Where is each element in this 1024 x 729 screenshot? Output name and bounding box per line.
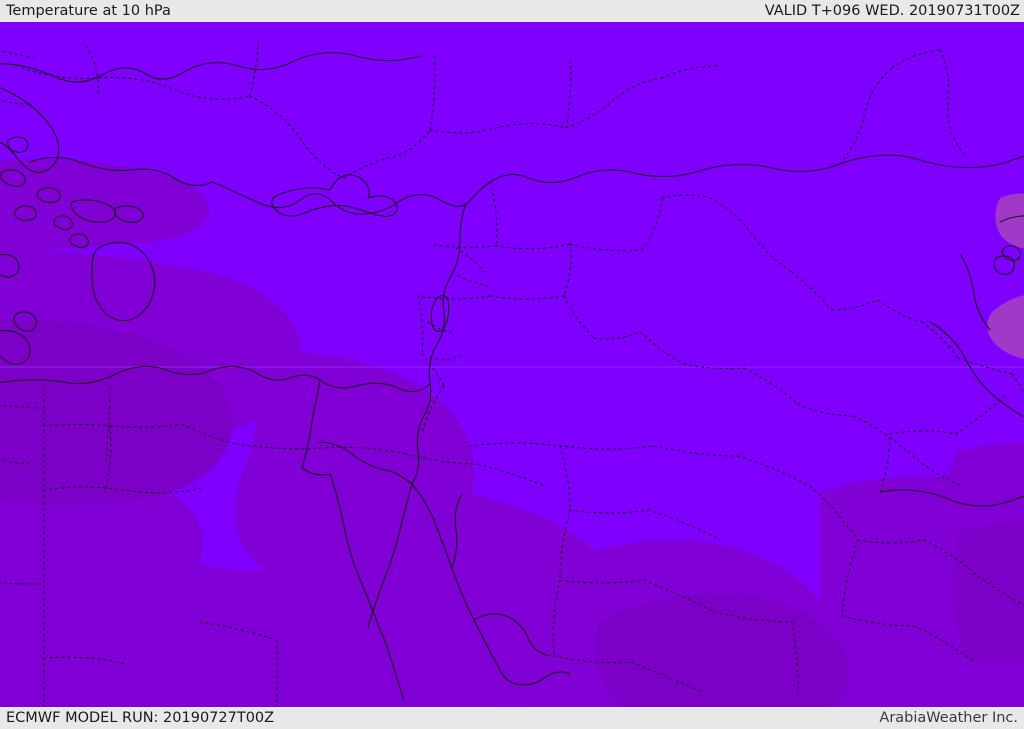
header-bar: Temperature at 10 hPa VALID T+096 WED. 2…: [0, 0, 1024, 22]
valid-time-label: VALID T+096 WED. 20190731T00Z: [764, 3, 1020, 19]
temperature-field-svg: [0, 22, 1024, 707]
coastline-layer: [0, 52, 1024, 701]
footer-bar: ECMWF MODEL RUN: 20190727T00Z ArabiaWeat…: [0, 707, 1024, 729]
band-magenta-east: [995, 193, 1024, 249]
model-run-label: ECMWF MODEL RUN: 20190727T00Z: [6, 710, 275, 726]
band-purple-southwest: [0, 472, 203, 619]
page-title: Temperature at 10 hPa: [6, 3, 171, 19]
band-magenta-qatar: [987, 295, 1024, 359]
band-purple-nw: [0, 159, 210, 257]
band-deep-purple-africa: [0, 319, 233, 506]
band-deep-purple-east: [952, 520, 1024, 662]
provider-credit: ArabiaWeather Inc.: [879, 710, 1018, 726]
map-canvas: [0, 22, 1024, 707]
border-dotted-layer: [0, 41, 1024, 707]
